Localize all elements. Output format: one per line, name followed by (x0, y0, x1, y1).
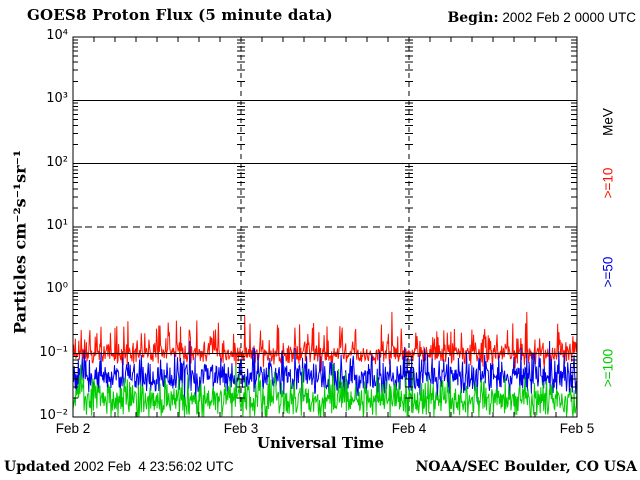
updated-value: 2002 Feb 4 23:56:02 UTC (73, 459, 234, 474)
x-axis-tick-label: Feb 3 (223, 421, 259, 436)
legend-label-ge50: >=50 (600, 256, 616, 288)
chart-title: GOES8 Proton Flux (5 minute data) (27, 6, 333, 24)
begin-label: Begin: (447, 10, 499, 26)
y-axis-tick-label: 10¹ (46, 218, 68, 233)
y-axis-tick-label: 10⁻² (39, 408, 68, 423)
y-axis-tick-label: 10⁻¹ (39, 344, 68, 360)
legend-label-ge10: >=10 (600, 167, 616, 199)
begin-value: 2002 Feb 2 0000 UTC (502, 10, 636, 25)
x-axis-title: Universal Time (256, 434, 385, 452)
updated-timestamp: Updated 2002 Feb 4 23:56:02 UTC (4, 459, 234, 475)
begin-time-caption: Begin: 2002 Feb 2 0000 UTC (447, 10, 636, 26)
x-axis-tick-label: Feb 2 (55, 421, 91, 436)
updated-label: Updated (4, 459, 71, 475)
x-axis-tick-label: Feb 4 (391, 421, 427, 436)
x-axis-tick-label: Feb 5 (559, 421, 595, 436)
y-axis-tick-label: 10² (46, 154, 68, 170)
y-axis-tick-label: 10³ (46, 91, 68, 107)
y-axis-title: Particles cm⁻²s⁻¹sr⁻¹ (10, 150, 30, 334)
legend-label-ge100: >=100 (600, 348, 616, 388)
unit-label-mev: MeV (600, 108, 616, 136)
y-axis-tick-label: 10⁴ (46, 28, 68, 43)
credit-text: NOAA/SEC Boulder, CO USA (415, 459, 638, 475)
y-axis-tick-label: 10⁰ (46, 281, 68, 297)
